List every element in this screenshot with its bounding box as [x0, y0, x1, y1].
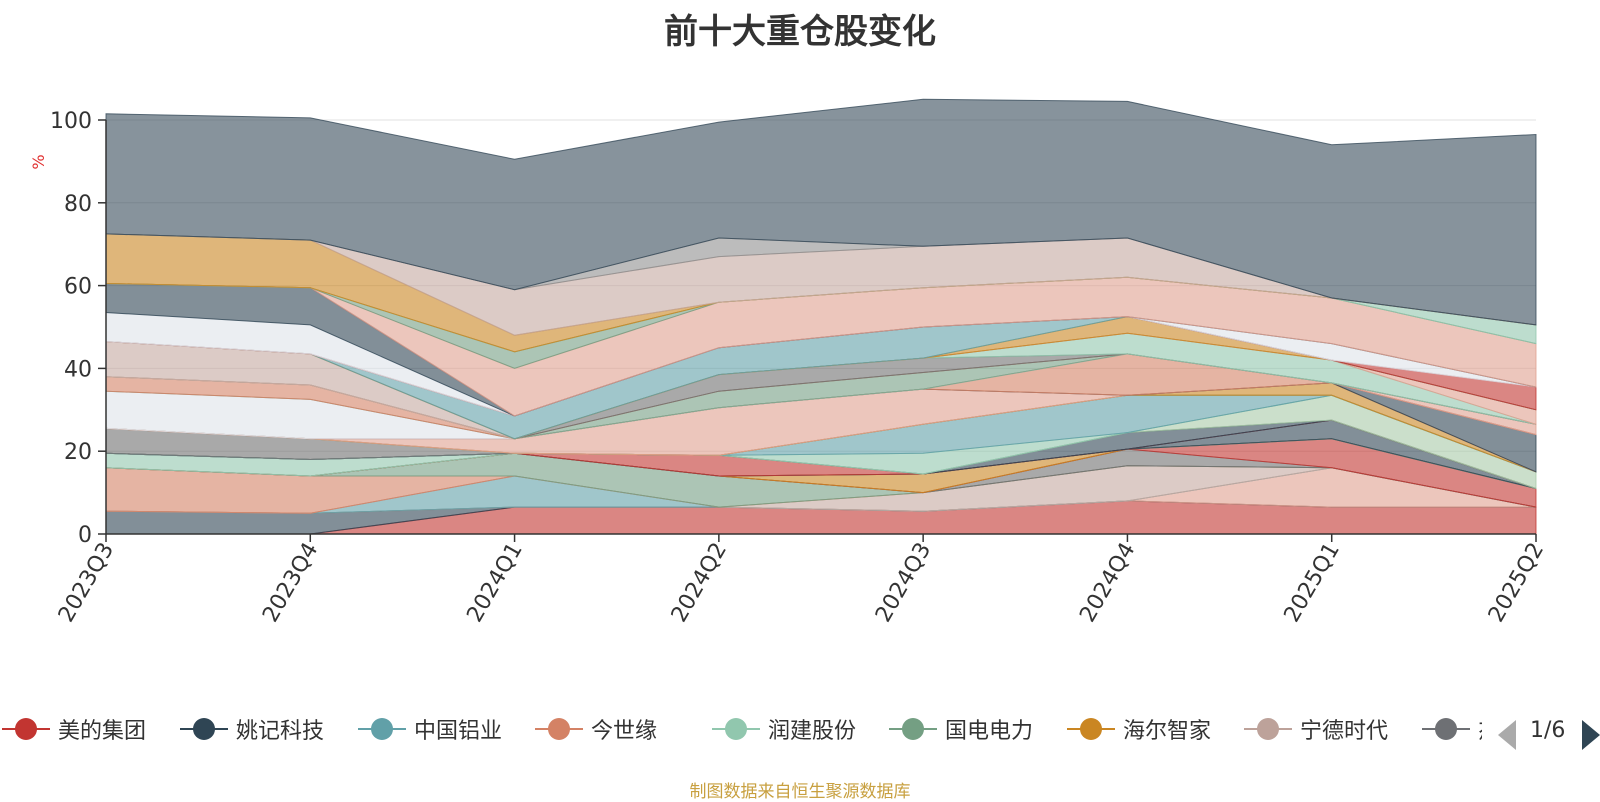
- y-axis-unit-label: %: [29, 154, 48, 169]
- legend-marker-icon: [0, 712, 52, 746]
- legend-marker-icon: [1242, 712, 1294, 746]
- legend-marker-icon: [356, 712, 408, 746]
- x-tick-label-2023Q4: 2023Q4: [258, 539, 323, 627]
- legend-label: 海尔智家: [1123, 719, 1212, 744]
- legend-item-1[interactable]: 姚记科技: [178, 712, 348, 746]
- legend-item-3[interactable]: 今世缘: [533, 712, 703, 746]
- legend-label: 美的集团: [58, 719, 147, 744]
- y-tick-label: 60: [64, 275, 92, 300]
- legend-marker-icon: [887, 712, 939, 746]
- legend-marker-icon: [178, 712, 230, 746]
- x-tick-label-2024Q3: 2024Q3: [871, 539, 936, 627]
- x-tick-label-2024Q2: 2024Q2: [667, 539, 732, 627]
- legend-label: 国电电力: [945, 719, 1034, 744]
- legend-item-5[interactable]: 国电电力: [887, 712, 1057, 746]
- y-tick-label: 20: [64, 440, 92, 465]
- legend-next-page-button[interactable]: [1582, 720, 1600, 750]
- legend-item-8[interactable]: 杰: [1420, 712, 1482, 746]
- y-tick-label: 100: [50, 109, 92, 134]
- legend-item-6[interactable]: 海尔智家: [1065, 712, 1235, 746]
- area-series-layer: [105, 98, 1537, 535]
- x-tick-label-2024Q1: 2024Q1: [462, 539, 527, 627]
- legend-prev-page-button[interactable]: [1498, 720, 1516, 750]
- legend-label: 姚记科技: [236, 719, 325, 744]
- legend-item-2[interactable]: 中国铝业: [356, 712, 526, 746]
- legend-label: 杰: [1472, 713, 1482, 745]
- x-tick-label-2023Q3: 2023Q3: [54, 539, 119, 627]
- chart-title: 前十大重仓股变化: [664, 12, 936, 52]
- legend-marker-icon: [1065, 712, 1117, 746]
- area-series-43: [105, 98, 1537, 326]
- y-tick-label: 80: [64, 192, 92, 217]
- legend-page-indicator: 1/6: [1530, 718, 1566, 743]
- x-tick-label-2025Q2: 2025Q2: [1484, 539, 1549, 627]
- legend-label: 今世缘: [591, 719, 658, 744]
- legend-label: 润建股份: [768, 719, 857, 744]
- legend-item-0[interactable]: 美的集团: [0, 712, 170, 746]
- legend-item-4[interactable]: 润建股份: [710, 712, 880, 746]
- source-note: 制图数据来自恒生聚源数据库: [689, 782, 911, 802]
- legend-marker-icon: [1420, 712, 1472, 746]
- legend: 美的集团 姚记科技 中国铝业 今世缘 润建股份 国电电力 海尔智家 宁德时代 杰: [0, 712, 1600, 752]
- legend-label: 中国铝业: [414, 719, 503, 744]
- legend-marker-icon: [533, 712, 585, 746]
- x-tick-label-2025Q1: 2025Q1: [1280, 539, 1345, 627]
- legend-label: 宁德时代: [1300, 719, 1389, 744]
- legend-marker-icon: [710, 712, 762, 746]
- x-tick-label-2024Q4: 2024Q4: [1075, 539, 1140, 627]
- y-tick-label: 40: [64, 357, 92, 382]
- y-tick-label: 0: [78, 523, 92, 548]
- legend-item-7[interactable]: 宁德时代: [1242, 712, 1412, 746]
